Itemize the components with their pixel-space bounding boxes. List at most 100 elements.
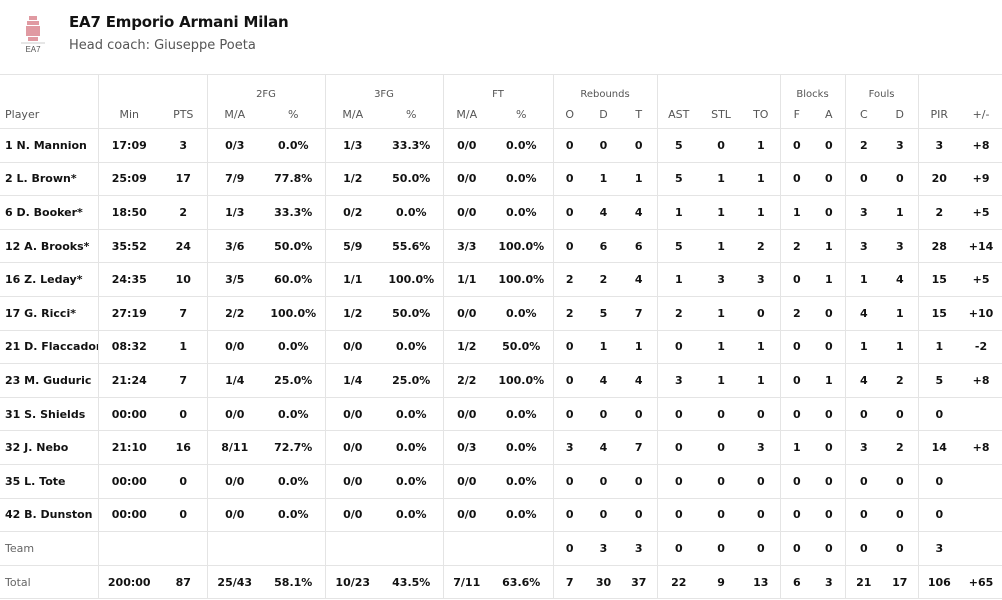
stat-cell: 200:00 <box>97 565 160 600</box>
stat-cell: 0 <box>779 531 814 566</box>
stat-cell: 21:10 <box>97 430 160 465</box>
column-header-7[interactable]: M/A <box>442 100 490 129</box>
column-header-9[interactable]: O <box>552 100 586 129</box>
player-name[interactable]: 31 S. Shields <box>0 397 98 432</box>
total-row: Total 200:00 87 25/43 58.1% 10/23 43.5% 7/11 63.… <box>0 565 1002 600</box>
stat-cell: 5 <box>656 229 701 264</box>
column-header-6[interactable]: % <box>380 100 443 129</box>
column-header-5[interactable]: M/A <box>324 100 380 129</box>
stat-cell: +8 <box>960 430 1002 465</box>
player-name[interactable]: 21 D. Flaccadori <box>0 330 98 365</box>
column-header-20[interactable]: +/- <box>960 100 1002 129</box>
stat-cell: 0 <box>586 498 621 533</box>
stat-cell: 4 <box>621 195 658 230</box>
stat-cell: 0 <box>779 464 814 499</box>
player-name[interactable]: 16 Z. Leday* <box>0 262 98 297</box>
stat-cell: +8 <box>960 363 1002 398</box>
player-name[interactable]: 35 L. Tote <box>0 464 98 499</box>
stat-cell: 1 <box>586 162 621 197</box>
group-header-row: 2FG 3FG FT Rebounds Blocks Fouls <box>0 74 1002 100</box>
column-header-15[interactable]: F <box>779 100 814 129</box>
stat-cell: 3 <box>552 430 586 465</box>
stat-cell: 1/2 <box>324 162 380 197</box>
stat-cell: 0.0% <box>262 498 325 533</box>
stat-cell: 0 <box>586 128 621 163</box>
stat-cell: 50.0% <box>380 296 443 331</box>
stat-cell: 0 <box>844 531 883 566</box>
team-name: EA7 Emporio Armani Milan <box>69 13 289 31</box>
stat-cell <box>960 498 1002 533</box>
player-name[interactable]: 32 J. Nebo <box>0 430 98 465</box>
column-header-17[interactable]: C <box>844 100 883 129</box>
stat-cell: 28 <box>917 229 961 264</box>
stat-cell: 0 <box>882 162 919 197</box>
stat-cell: 1 <box>700 195 743 230</box>
stat-cell: 0 <box>813 531 846 566</box>
stat-cell: 7 <box>552 565 586 600</box>
stat-cell: 0 <box>656 330 701 365</box>
column-header-3[interactable]: M/A <box>206 100 262 129</box>
stat-cell: 2 <box>742 229 781 264</box>
column-header-13[interactable]: STL <box>700 100 743 129</box>
stat-cell: 7 <box>160 296 207 331</box>
stat-cell: 1 <box>742 162 781 197</box>
stat-cell: 0 <box>742 296 781 331</box>
stat-cell <box>324 531 380 566</box>
stat-cell <box>380 531 443 566</box>
stat-cell: 0/0 <box>442 296 490 331</box>
column-header-0[interactable]: Player <box>0 100 98 129</box>
column-header-1[interactable]: Min <box>97 100 160 129</box>
player-name[interactable]: 23 M. Guduric <box>0 363 98 398</box>
stat-cell: 1 <box>742 363 781 398</box>
stat-cell: 2 <box>656 296 701 331</box>
player-name[interactable]: 6 D. Booker* <box>0 195 98 230</box>
stat-cell: 0 <box>813 397 846 432</box>
player-row: 16 Z. Leday* 24:35 10 3/5 60.0% 1/1 100.0% 1/1 1… <box>0 262 1002 297</box>
stat-cell: 1 <box>813 229 846 264</box>
column-header-11[interactable]: T <box>621 100 658 129</box>
stat-cell: 1 <box>700 330 743 365</box>
stat-cell: 0 <box>656 464 701 499</box>
stat-cell: 2 <box>160 195 207 230</box>
stat-cell: 5 <box>586 296 621 331</box>
stat-cell: 0 <box>813 330 846 365</box>
column-header-2[interactable]: PTS <box>160 100 207 129</box>
stat-cell: 1 <box>779 430 814 465</box>
stat-cell: 1 <box>656 262 701 297</box>
column-header-19[interactable]: PIR <box>917 100 961 129</box>
stat-cell: 22 <box>656 565 701 600</box>
stat-cell: 0/0 <box>324 498 380 533</box>
column-header-8[interactable]: % <box>490 100 553 129</box>
column-header-10[interactable]: D <box>586 100 621 129</box>
player-name[interactable]: 12 A. Brooks* <box>0 229 98 264</box>
stat-cell: +5 <box>960 195 1002 230</box>
player-name[interactable]: 2 L. Brown* <box>0 162 98 197</box>
stat-cell: 6 <box>586 229 621 264</box>
stat-cell: 4 <box>586 195 621 230</box>
stat-cell: 17:09 <box>97 128 160 163</box>
column-header-14[interactable]: TO <box>742 100 781 129</box>
stat-cell: 72.7% <box>262 430 325 465</box>
column-header-4[interactable]: % <box>262 100 325 129</box>
stat-cell <box>442 531 490 566</box>
stat-cell: 2/2 <box>206 296 262 331</box>
stat-cell: 43.5% <box>380 565 443 600</box>
column-header-12[interactable]: AST <box>656 100 701 129</box>
column-header-16[interactable]: A <box>813 100 846 129</box>
player-name[interactable]: 17 G. Ricci* <box>0 296 98 331</box>
stat-cell: 0.0% <box>380 430 443 465</box>
stat-cell: 1 <box>656 195 701 230</box>
row-label: Total <box>0 565 98 600</box>
player-name[interactable]: 1 N. Mannion <box>0 128 98 163</box>
stat-cell: 4 <box>621 262 658 297</box>
stat-cell: 0 <box>813 498 846 533</box>
player-name[interactable]: 42 B. Dunston <box>0 498 98 533</box>
stat-cell: 0 <box>656 430 701 465</box>
stat-cell: 0 <box>742 464 781 499</box>
column-header-18[interactable]: D <box>882 100 919 129</box>
stat-cell: 2 <box>779 296 814 331</box>
stat-cell: 0.0% <box>490 296 553 331</box>
stat-cell: 55.6% <box>380 229 443 264</box>
team-row: Team 0 3 3 0 0 0 0 0 0 0 3 <box>0 531 1002 566</box>
stat-cell: 0/2 <box>324 195 380 230</box>
